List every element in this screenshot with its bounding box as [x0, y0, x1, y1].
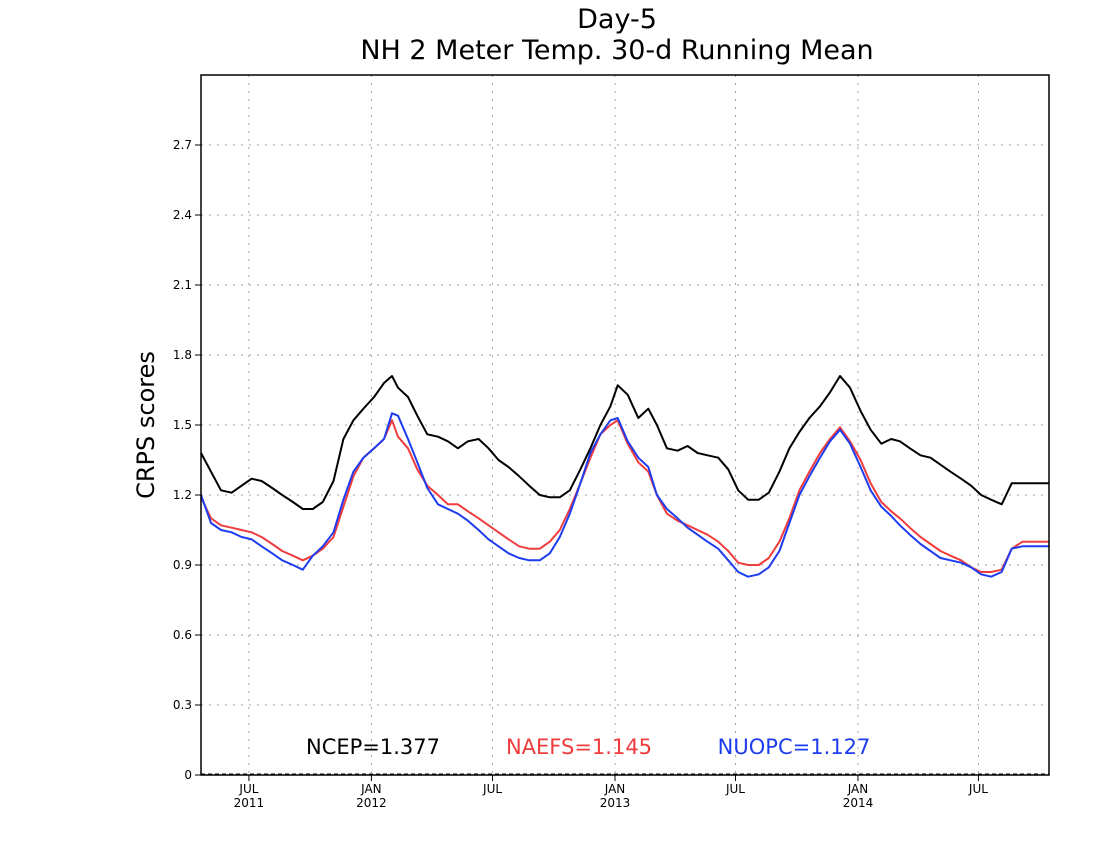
x-tick-label-month: JUL	[238, 782, 258, 796]
series-line-ncep	[200, 375, 1049, 510]
x-tick-label-month: JAN	[360, 782, 382, 796]
x-tick-label-month: JAN	[604, 782, 626, 796]
x-tick-label-month: JUL	[482, 782, 502, 796]
chart-title: Day-5	[577, 4, 657, 35]
x-tick-label-year: 2011	[234, 796, 265, 810]
y-tick-label: 1.2	[173, 488, 192, 502]
x-tick-label-month: JAN	[847, 782, 869, 796]
legend: NCEP=1.377 NAEFS=1.145 NUOPC=1.127	[306, 735, 870, 759]
grid-lines	[201, 75, 1049, 775]
x-tick-label-month: JUL	[725, 782, 745, 796]
legend-item-nuopc: NUOPC=1.127	[718, 735, 871, 759]
series-line-naefs	[200, 419, 1049, 573]
y-tick-label: 0.3	[173, 698, 192, 712]
series-line-nuopc	[200, 412, 1049, 578]
y-tick-label: 1.8	[173, 348, 192, 362]
y-tick-label: 2.4	[173, 208, 192, 222]
x-tick-label-year: 2012	[356, 796, 387, 810]
y-tick-label: 0.6	[173, 628, 192, 642]
y-tick-label: 0.9	[173, 558, 192, 572]
chart-subtitle: NH 2 Meter Temp. 30-d Running Mean	[360, 35, 873, 66]
y-axis-label: CRPS scores	[132, 351, 160, 499]
x-tick-label-year: 2013	[600, 796, 631, 810]
x-tick-label-month: JUL	[968, 782, 988, 796]
series-lines	[200, 375, 1049, 578]
y-tick-label: 0	[184, 768, 192, 782]
legend-item-naefs: NAEFS=1.145	[506, 735, 652, 759]
axis-ticks: 00.30.60.91.21.51.82.12.42.7JUL2011JAN20…	[173, 138, 988, 810]
x-tick-label-year: 2014	[843, 796, 874, 810]
y-tick-label: 2.1	[173, 278, 192, 292]
y-tick-label: 1.5	[173, 418, 192, 432]
y-tick-label: 2.7	[173, 138, 192, 152]
legend-item-ncep: NCEP=1.377	[306, 735, 440, 759]
